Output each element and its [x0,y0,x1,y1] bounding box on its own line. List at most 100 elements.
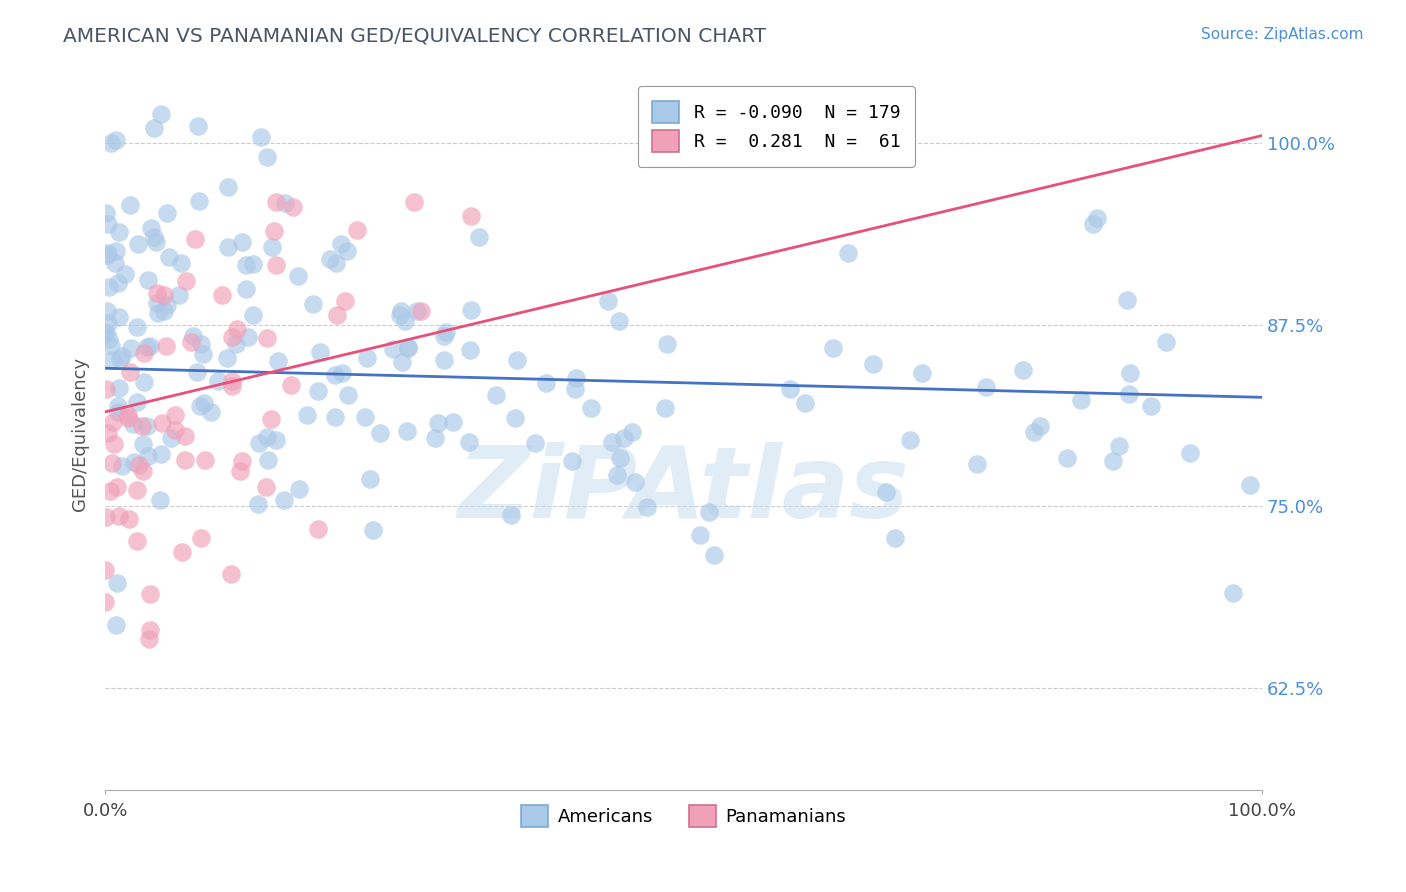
Point [600,435,623,450]
Point [200,405,222,419]
Point [460,210,482,224]
Point [221,379,243,393]
Point [193,396,215,410]
Point [97,245,120,260]
Point [346,223,368,237]
Point [118,512,141,526]
Point [295,408,318,422]
Point [94,383,117,397]
Point [142,121,165,136]
Point [143,230,166,244]
Point [138,449,160,463]
Point [236,330,259,344]
Point [186,365,208,379]
Point [111,349,134,363]
Point [120,341,142,355]
Point [246,497,269,511]
Point [163,423,186,437]
Point [217,239,239,253]
Point [794,396,817,410]
Point [264,258,287,272]
Point [128,458,150,472]
Point [173,453,195,467]
Point [107,399,129,413]
Point [703,548,725,562]
Point [1118,386,1140,401]
Point [132,436,155,450]
Point [193,347,215,361]
Point [235,282,257,296]
Point [187,119,209,133]
Point [139,338,162,352]
Point [281,200,304,214]
Point [98,280,121,294]
Point [280,377,302,392]
Point [654,401,676,415]
Point [118,365,141,379]
Point [160,431,183,445]
Point [432,328,454,343]
Point [150,416,173,430]
Point [1239,477,1261,491]
Point [898,434,921,448]
Point [187,194,209,208]
Point [260,240,283,254]
Point [436,325,458,339]
Point [165,409,187,423]
Point [354,410,377,425]
Point [217,351,239,365]
Point [609,450,631,465]
Point [287,268,309,283]
Point [170,256,193,270]
Point [127,319,149,334]
Point [503,410,526,425]
Point [368,425,391,440]
Point [288,482,311,496]
Point [218,179,240,194]
Point [689,528,711,542]
Point [333,293,356,308]
Point [170,545,193,559]
Point [139,623,162,637]
Point [598,293,620,308]
Point [468,229,491,244]
Point [111,459,134,474]
Point [624,475,647,490]
Point [565,371,588,385]
Point [105,575,128,590]
Point [381,342,404,356]
Text: AMERICAN VS PANAMANIAN GED/EQUIVALENCY CORRELATION CHART: AMERICAN VS PANAMANIAN GED/EQUIVALENCY C… [63,27,766,45]
Point [267,354,290,368]
Point [221,374,243,388]
Point [207,374,229,388]
Point [103,256,125,270]
Point [184,232,207,246]
Point [256,331,278,345]
Point [183,329,205,343]
Point [219,567,242,582]
Point [153,304,176,318]
Point [1056,450,1078,465]
Legend: Americans, Panamanians: Americans, Panamanians [515,797,853,834]
Point [101,456,124,470]
Point [98,332,121,346]
Point [361,523,384,537]
Point [132,346,155,360]
Point [107,276,129,290]
Point [131,418,153,433]
Point [394,314,416,328]
Point [235,258,257,272]
Point [108,381,131,395]
Point [96,248,118,262]
Point [1180,446,1202,460]
Point [564,382,586,396]
Point [330,367,353,381]
Point [427,416,450,430]
Point [190,531,212,545]
Point [1222,586,1244,600]
Point [94,510,117,524]
Point [190,337,212,351]
Point [875,484,897,499]
Point [485,388,508,402]
Point [146,296,169,310]
